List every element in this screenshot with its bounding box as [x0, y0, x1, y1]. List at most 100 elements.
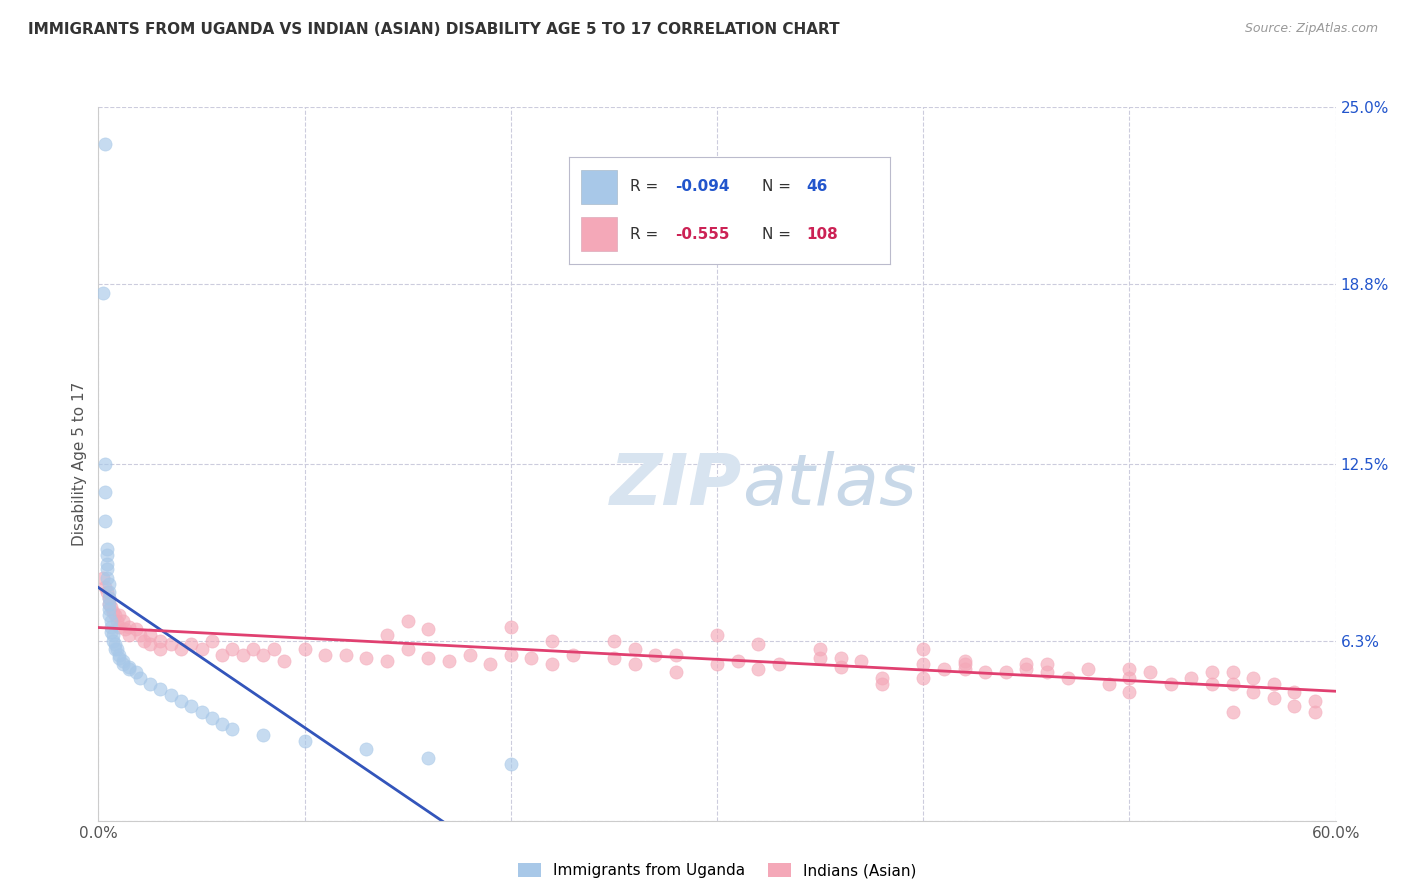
Point	[221, 642, 243, 657]
Point	[211, 648, 233, 662]
Point	[499, 756, 522, 771]
Point	[124, 623, 146, 637]
Point	[953, 662, 976, 676]
Point	[101, 628, 124, 642]
Point	[851, 654, 873, 668]
Point	[499, 648, 522, 662]
Point	[108, 651, 131, 665]
Point	[1036, 657, 1059, 671]
Point	[830, 651, 852, 665]
Point	[96, 562, 118, 576]
Point	[1241, 685, 1264, 699]
Point	[100, 599, 122, 614]
Text: -0.555: -0.555	[675, 227, 730, 242]
Point	[356, 651, 378, 665]
Point	[104, 642, 127, 657]
Point	[1303, 694, 1326, 708]
Point	[727, 654, 749, 668]
Point	[104, 608, 127, 623]
Point	[706, 657, 728, 671]
Point	[93, 485, 115, 500]
Point	[561, 648, 583, 662]
Point	[97, 597, 120, 611]
Point	[180, 699, 202, 714]
Point	[93, 137, 115, 152]
Point	[706, 628, 728, 642]
Point	[91, 285, 114, 300]
Point	[170, 642, 193, 657]
Point	[112, 657, 135, 671]
Point	[1222, 705, 1244, 719]
Point	[1303, 705, 1326, 719]
Point	[108, 608, 131, 623]
Text: R =: R =	[630, 179, 662, 194]
Point	[128, 628, 150, 642]
Point	[294, 642, 316, 657]
Point	[201, 633, 224, 648]
Point	[93, 580, 115, 594]
Text: atlas: atlas	[742, 450, 917, 520]
Point	[953, 654, 976, 668]
Point	[603, 651, 626, 665]
Point	[541, 657, 564, 671]
Text: Source: ZipAtlas.com: Source: ZipAtlas.com	[1244, 22, 1378, 36]
Text: 108: 108	[807, 227, 838, 242]
Point	[96, 542, 118, 557]
Point	[170, 694, 193, 708]
Point	[1222, 665, 1244, 680]
Point	[437, 654, 460, 668]
Point	[396, 642, 419, 657]
Point	[97, 591, 120, 605]
Point	[912, 671, 935, 685]
Point	[221, 723, 243, 737]
Point	[1015, 657, 1038, 671]
Point	[252, 728, 274, 742]
Point	[603, 633, 626, 648]
Point	[91, 571, 114, 585]
Point	[1015, 662, 1038, 676]
Point	[994, 665, 1017, 680]
Point	[96, 571, 118, 585]
Point	[96, 585, 118, 599]
Point	[139, 676, 162, 690]
Point	[232, 648, 254, 662]
Point	[128, 671, 150, 685]
Point	[112, 654, 135, 668]
Point	[97, 576, 120, 591]
Point	[100, 614, 122, 628]
Point	[479, 657, 502, 671]
Point	[139, 637, 162, 651]
Text: 46: 46	[807, 179, 828, 194]
Legend: Immigrants from Uganda, Indians (Asian): Immigrants from Uganda, Indians (Asian)	[512, 857, 922, 884]
Point	[100, 619, 122, 633]
Point	[149, 633, 172, 648]
Point	[974, 665, 997, 680]
Text: N =: N =	[762, 227, 796, 242]
Text: R =: R =	[630, 227, 662, 242]
Point	[124, 665, 146, 680]
Point	[1222, 676, 1244, 690]
Point	[1241, 671, 1264, 685]
Point	[118, 628, 141, 642]
Point	[97, 585, 120, 599]
Point	[808, 651, 831, 665]
Point	[1098, 676, 1121, 690]
Point	[1036, 665, 1059, 680]
Point	[118, 619, 141, 633]
Point	[108, 648, 131, 662]
Point	[520, 651, 543, 665]
Point	[100, 625, 122, 640]
Point	[335, 648, 357, 662]
Point	[830, 659, 852, 673]
Point	[114, 623, 136, 637]
Point	[101, 633, 124, 648]
Point	[101, 605, 124, 619]
Bar	[582, 217, 617, 252]
Point	[242, 642, 264, 657]
Point	[159, 637, 181, 651]
Point	[541, 633, 564, 648]
Point	[139, 628, 162, 642]
Point	[499, 619, 522, 633]
Point	[644, 648, 666, 662]
Point	[932, 662, 955, 676]
